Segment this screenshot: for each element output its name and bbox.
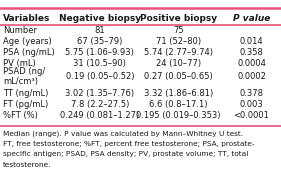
Text: 3.32 (1.86–6.81): 3.32 (1.86–6.81) bbox=[144, 89, 213, 98]
Text: 75: 75 bbox=[173, 26, 184, 35]
Text: 0.0002: 0.0002 bbox=[237, 72, 266, 81]
Text: PSAD (ng/
mL/cm³): PSAD (ng/ mL/cm³) bbox=[3, 67, 45, 86]
Text: TT (ng/mL): TT (ng/mL) bbox=[3, 89, 48, 98]
Text: 24 (10–77): 24 (10–77) bbox=[156, 59, 201, 68]
Text: 3.02 (1.35–7.76): 3.02 (1.35–7.76) bbox=[65, 89, 134, 98]
Text: Positive biopsy: Positive biopsy bbox=[140, 14, 217, 23]
Text: <0.0001: <0.0001 bbox=[234, 111, 269, 120]
Text: 7.8 (2.2–27.5): 7.8 (2.2–27.5) bbox=[71, 100, 129, 109]
Text: 67 (35–79): 67 (35–79) bbox=[77, 37, 123, 46]
Text: 0.0004: 0.0004 bbox=[237, 59, 266, 68]
Text: Variables: Variables bbox=[3, 14, 50, 23]
Text: Age (years): Age (years) bbox=[3, 37, 51, 46]
Text: testosterone.: testosterone. bbox=[3, 162, 51, 168]
Text: P value: P value bbox=[233, 14, 270, 23]
Text: 5.75 (1.06–9.93): 5.75 (1.06–9.93) bbox=[65, 48, 134, 57]
Text: 0.249 (0.081–1.27): 0.249 (0.081–1.27) bbox=[60, 111, 139, 120]
Text: 6.6 (0.8–17.1): 6.6 (0.8–17.1) bbox=[149, 100, 208, 109]
Text: 0.358: 0.358 bbox=[240, 48, 263, 57]
Text: %FT (%): %FT (%) bbox=[3, 111, 38, 120]
Text: Number: Number bbox=[3, 26, 37, 35]
Text: 0.19 (0.05–0.52): 0.19 (0.05–0.52) bbox=[65, 72, 134, 81]
Text: 0.003: 0.003 bbox=[240, 100, 263, 109]
Text: 81: 81 bbox=[94, 26, 105, 35]
Text: 71 (52–80): 71 (52–80) bbox=[156, 37, 201, 46]
Text: 5.74 (2.77–9.74): 5.74 (2.77–9.74) bbox=[144, 48, 213, 57]
Text: PV (mL): PV (mL) bbox=[3, 59, 36, 68]
Text: 0.195 (0.019–0.353): 0.195 (0.019–0.353) bbox=[136, 111, 221, 120]
Text: Negative biopsy: Negative biopsy bbox=[59, 14, 141, 23]
Text: specific antigen; PSAD, PSA density; PV, prostate volume; TT, total: specific antigen; PSAD, PSA density; PV,… bbox=[3, 151, 248, 158]
Text: PSA (ng/mL): PSA (ng/mL) bbox=[3, 48, 55, 57]
Text: Median (range). P value was calculated by Mann–Whitney U test.: Median (range). P value was calculated b… bbox=[3, 131, 243, 137]
Text: 31 (10.5–90): 31 (10.5–90) bbox=[73, 59, 126, 68]
Text: 0.378: 0.378 bbox=[239, 89, 264, 98]
Text: 0.014: 0.014 bbox=[240, 37, 263, 46]
Text: 0.27 (0.05–0.65): 0.27 (0.05–0.65) bbox=[144, 72, 213, 81]
Text: FT, free testosterone; %FT, percent free testosterone; PSA, prostate-: FT, free testosterone; %FT, percent free… bbox=[3, 141, 254, 147]
Text: FT (pg/mL): FT (pg/mL) bbox=[3, 100, 48, 109]
